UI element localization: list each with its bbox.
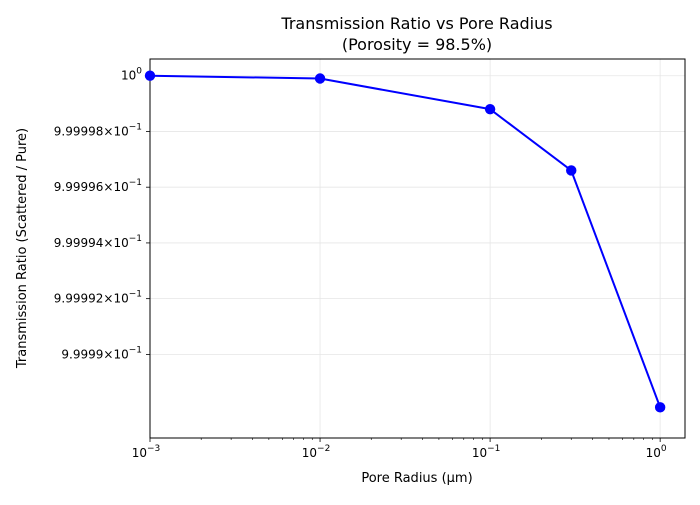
y-tick-exponent: −1 xyxy=(129,290,142,300)
y-tick-exponent: −1 xyxy=(129,345,142,355)
y-tick-exponent: −1 xyxy=(129,178,142,188)
x-tick-base: 10 xyxy=(472,446,487,460)
chart-title: Transmission Ratio vs Pore Radius xyxy=(280,14,552,33)
y-tick-times: × xyxy=(103,180,113,194)
y-tick-label: 9.99992×10−1 xyxy=(54,290,142,306)
y-tick-label: 9.99996×10−1 xyxy=(54,178,142,194)
y-tick-mantissa: 9.99998 xyxy=(54,124,104,138)
y-tick-exponent: −1 xyxy=(129,234,142,244)
y-tick-base: 10 xyxy=(113,292,128,306)
x-tick-base: 10 xyxy=(646,446,661,460)
data-point xyxy=(484,103,496,115)
x-axis-ticks: 10−3 10−2 10−1 100 xyxy=(132,438,667,460)
y-tick-base: 10 xyxy=(121,69,136,83)
y-tick-label: 100 xyxy=(121,67,142,83)
x-tick-label: 10−1 xyxy=(472,444,501,460)
x-tick-exponent: −3 xyxy=(147,444,160,454)
series-layer xyxy=(144,70,666,413)
grid-layer xyxy=(149,59,685,438)
y-tick-times: × xyxy=(103,292,113,306)
y-tick-mantissa: 9.99996 xyxy=(54,180,104,194)
data-point xyxy=(314,73,326,84)
y-tick-times: × xyxy=(103,347,113,361)
y-tick-base: 10 xyxy=(113,347,128,361)
x-axis-label: Pore Radius (μm) xyxy=(361,471,472,486)
y-tick-times: × xyxy=(103,124,113,138)
y-tick-label: 9.99998×10−1 xyxy=(54,122,142,138)
y-tick-times: × xyxy=(103,236,113,250)
data-point xyxy=(654,402,666,413)
x-tick-label: 10−2 xyxy=(302,444,331,460)
y-tick-base: 10 xyxy=(113,236,128,250)
x-tick-label: 100 xyxy=(646,444,667,460)
y-tick-exponent: −1 xyxy=(129,122,142,132)
y-tick-mantissa: 9.9999 xyxy=(61,347,103,361)
y-tick-exponent: 0 xyxy=(136,67,142,77)
x-tick-base: 10 xyxy=(132,446,147,460)
y-tick-label: 9.9999×10−1 xyxy=(61,345,142,361)
data-point xyxy=(144,70,156,81)
y-tick-base: 10 xyxy=(113,180,128,194)
plot-frame xyxy=(149,58,686,439)
y-tick-mantissa: 9.99992 xyxy=(54,292,104,306)
y-tick-label: 9.99994×10−1 xyxy=(54,234,142,250)
y-tick-mantissa: 9.99994 xyxy=(54,236,104,250)
chart-subtitle: (Porosity = 98.5%) xyxy=(342,35,492,54)
y-tick-base: 10 xyxy=(113,124,128,138)
x-tick-exponent: −1 xyxy=(487,444,500,454)
x-tick-exponent: 0 xyxy=(661,444,667,454)
x-tick-label: 10−3 xyxy=(132,444,161,460)
data-point xyxy=(566,165,577,176)
y-axis-label: Transmission Ratio (Scattered / Pure) xyxy=(15,128,30,369)
series-line xyxy=(149,74,662,408)
x-tick-base: 10 xyxy=(302,446,317,460)
y-axis-ticks: 1009.99998×10−19.99996×10−19.99994×10−19… xyxy=(54,67,150,361)
x-tick-exponent: −2 xyxy=(317,444,330,454)
